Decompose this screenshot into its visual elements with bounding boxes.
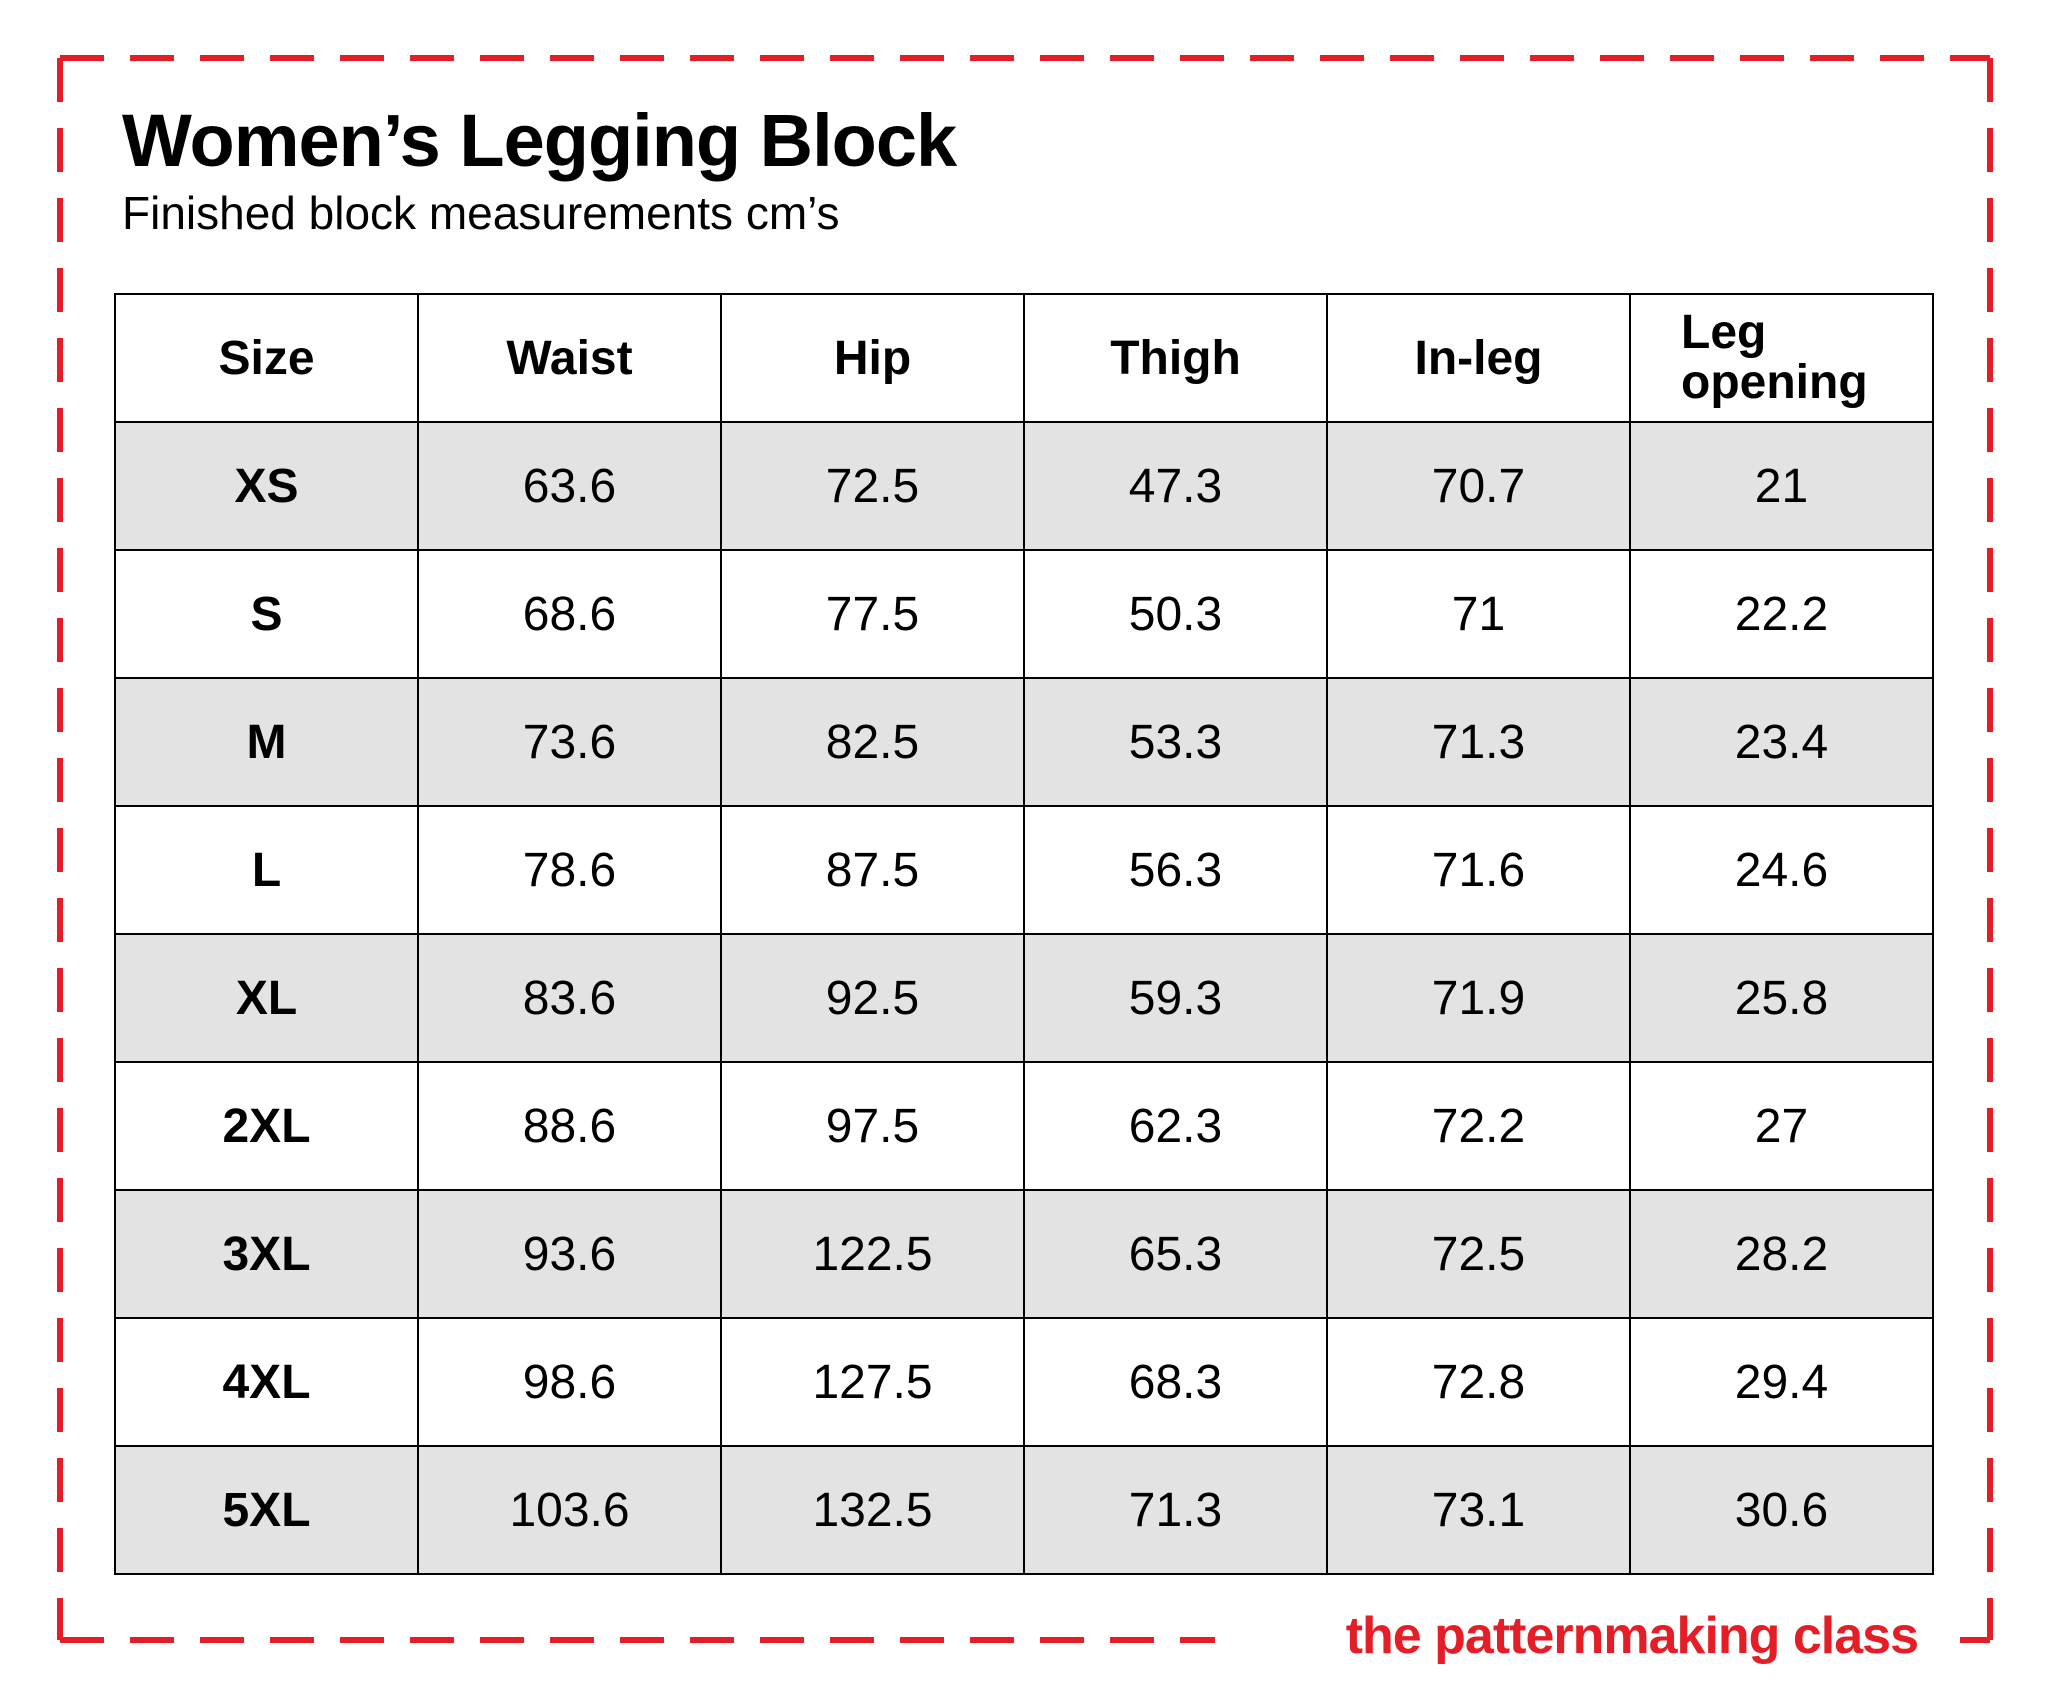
leg-opening-cell: 21 [1629,421,1934,551]
waist-cell: 78.6 [417,805,722,935]
size-cell: M [114,677,419,807]
thigh-cell: 53.3 [1023,677,1328,807]
table-row: 2XL 88.6 97.5 62.3 72.2 27 [114,1061,1934,1191]
size-cell: XS [114,421,419,551]
size-cell: S [114,549,419,679]
thigh-cell: 47.3 [1023,421,1328,551]
column-header-size: Size [114,293,419,423]
hip-cell: 72.5 [720,421,1025,551]
column-header-leg-opening: Leg opening [1629,293,1934,423]
thigh-cell: 56.3 [1023,805,1328,935]
waist-cell: 68.6 [417,549,722,679]
table-row: XS 63.6 72.5 47.3 70.7 21 [114,421,1934,551]
leg-opening-cell: 25.8 [1629,933,1934,1063]
leg-opening-cell: 28.2 [1629,1189,1934,1319]
brand-logo-text: the patternmaking class [1345,1607,1919,1665]
table-header-row: Size Waist Hip Thigh In-leg Leg opening [114,293,1934,423]
hip-cell: 122.5 [720,1189,1025,1319]
size-cell: 2XL [114,1061,419,1191]
column-header-in-leg: In-leg [1326,293,1631,423]
column-header-waist: Waist [417,293,722,423]
column-header-hip: Hip [720,293,1025,423]
thigh-cell: 65.3 [1023,1189,1328,1319]
table-row: M 73.6 82.5 53.3 71.3 23.4 [114,677,1934,807]
hip-cell: 77.5 [720,549,1025,679]
column-header-thigh: Thigh [1023,293,1328,423]
page-title: Women’s Legging Block [122,99,957,182]
thigh-cell: 68.3 [1023,1317,1328,1447]
table-row: 3XL 93.6 122.5 65.3 72.5 28.2 [114,1189,1934,1319]
hip-cell: 127.5 [720,1317,1025,1447]
page-subtitle: Finished block measurements cm’s [122,187,840,239]
table-row: XL 83.6 92.5 59.3 71.9 25.8 [114,933,1934,1063]
waist-cell: 88.6 [417,1061,722,1191]
size-cell: 4XL [114,1317,419,1447]
size-chart-table: Size Waist Hip Thigh In-leg Leg opening … [114,293,1934,1575]
size-cell: XL [114,933,419,1063]
in-leg-cell: 73.1 [1326,1445,1631,1575]
hip-cell: 87.5 [720,805,1025,935]
in-leg-cell: 72.8 [1326,1317,1631,1447]
in-leg-cell: 72.2 [1326,1061,1631,1191]
hip-cell: 97.5 [720,1061,1025,1191]
leg-opening-cell: 30.6 [1629,1445,1934,1575]
waist-cell: 63.6 [417,421,722,551]
thigh-cell: 50.3 [1023,549,1328,679]
size-cell: L [114,805,419,935]
table-row: 4XL 98.6 127.5 68.3 72.8 29.4 [114,1317,1934,1447]
hip-cell: 82.5 [720,677,1025,807]
thigh-cell: 62.3 [1023,1061,1328,1191]
leg-opening-cell: 22.2 [1629,549,1934,679]
in-leg-cell: 72.5 [1326,1189,1631,1319]
thigh-cell: 59.3 [1023,933,1328,1063]
size-cell: 3XL [114,1189,419,1319]
size-cell: 5XL [114,1445,419,1575]
waist-cell: 73.6 [417,677,722,807]
in-leg-cell: 71.9 [1326,933,1631,1063]
table-row: 5XL 103.6 132.5 71.3 73.1 30.6 [114,1445,1934,1575]
leg-opening-cell: 23.4 [1629,677,1934,807]
leg-opening-cell: 24.6 [1629,805,1934,935]
hip-cell: 132.5 [720,1445,1025,1575]
thigh-cell: 71.3 [1023,1445,1328,1575]
in-leg-cell: 71 [1326,549,1631,679]
table-row: L 78.6 87.5 56.3 71.6 24.6 [114,805,1934,935]
waist-cell: 98.6 [417,1317,722,1447]
leg-opening-cell: 29.4 [1629,1317,1934,1447]
in-leg-cell: 71.3 [1326,677,1631,807]
in-leg-cell: 71.6 [1326,805,1631,935]
leg-opening-cell: 27 [1629,1061,1934,1191]
waist-cell: 103.6 [417,1445,722,1575]
table-row: S 68.6 77.5 50.3 71 22.2 [114,549,1934,679]
hip-cell: 92.5 [720,933,1025,1063]
waist-cell: 93.6 [417,1189,722,1319]
in-leg-cell: 70.7 [1326,421,1631,551]
waist-cell: 83.6 [417,933,722,1063]
